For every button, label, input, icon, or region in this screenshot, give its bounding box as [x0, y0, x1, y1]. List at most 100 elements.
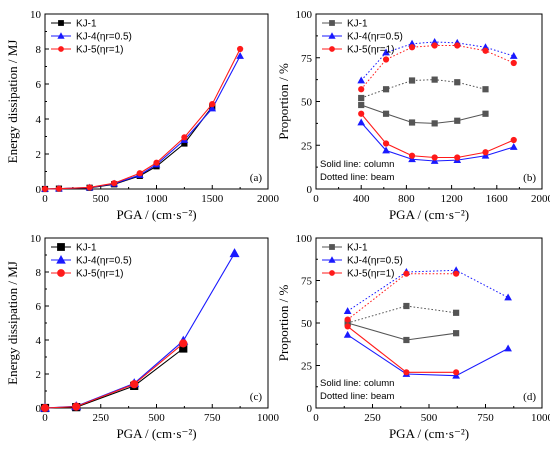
x-tick-label: 800 [398, 193, 415, 205]
data-point [431, 42, 438, 49]
data-point [382, 110, 390, 117]
legend-entry: KJ-1 [347, 243, 368, 254]
legend-entry: KJ-1 [347, 19, 368, 30]
x-tick-label: 400 [353, 193, 370, 205]
series-kj-1 [358, 76, 489, 102]
line-style-note: Dotted line: beam [320, 391, 395, 402]
y-tick-label: 10 [30, 233, 42, 245]
data-point [482, 47, 489, 54]
data-point [130, 380, 139, 389]
series-line [44, 48, 241, 190]
y-tick-label: 4 [36, 335, 42, 347]
data-point [504, 293, 512, 301]
legend: KJ-1 KJ-4(ηr=0.5) KJ-5(ηr=1) [322, 243, 403, 280]
data-point [453, 330, 460, 337]
x-tick-label: 500 [421, 412, 438, 424]
series-line [347, 305, 457, 324]
legend-entry: KJ-5(ηr=1) [347, 45, 395, 56]
series-kj-1 [40, 344, 188, 413]
y-tick-label: 2 [36, 149, 42, 161]
panel-letter: (c) [250, 391, 263, 403]
y-tick-label: 8 [36, 44, 42, 56]
data-point [408, 77, 416, 84]
legend-swatch-marker [57, 269, 65, 277]
legend-entry: KJ-4(ηr=0.5) [76, 32, 132, 43]
y-tick-label: 6 [36, 79, 42, 91]
data-point [382, 146, 390, 154]
data-point [510, 59, 517, 67]
x-tick-label: 500 [93, 193, 110, 205]
legend-entry: KJ-4(ηr=0.5) [347, 32, 403, 43]
data-point [344, 323, 351, 330]
data-point [453, 369, 460, 376]
data-point [343, 330, 352, 338]
y-tick-label: 6 [36, 301, 42, 313]
data-point [72, 402, 81, 411]
data-point [408, 119, 416, 126]
y-tick-label: 50 [301, 97, 313, 109]
legend-swatch-marker [329, 20, 335, 26]
x-tick-label: 0 [42, 193, 48, 205]
chart-panel-b: 0 400 800 1200 1600 2000 0 25 50 75 100 PGA / (cm·s… [276, 9, 550, 222]
x-tick-label: 1600 [486, 193, 509, 205]
series-companion-1 [344, 319, 460, 344]
series-line [347, 325, 457, 373]
data-point [509, 142, 518, 150]
series-line [44, 348, 184, 409]
x-tick-label: 2000 [531, 193, 550, 205]
data-point [358, 86, 365, 93]
data-point [358, 110, 365, 117]
y-tick-label: 75 [301, 276, 313, 288]
y-axis-label: Energy dissipation / MJ [5, 40, 20, 164]
data-point [453, 270, 460, 277]
series-line [361, 104, 486, 124]
chart-panel-d: 0 250 500 750 1000 0 25 50 75 100 PGA / (cm·s⁻²) Pr… [276, 233, 550, 441]
series-line [44, 55, 241, 190]
data-point [481, 151, 490, 159]
data-point [237, 45, 244, 53]
legend-swatch-marker [57, 243, 65, 251]
legend: KJ-1 KJ-4(ηr=0.5) KJ-5(ηr=1) [51, 243, 132, 280]
series-line [347, 334, 509, 377]
data-point [454, 117, 461, 124]
data-point [510, 136, 517, 144]
x-tick-label: 2000 [257, 193, 280, 205]
data-point [382, 140, 390, 147]
data-point [403, 336, 410, 344]
x-tick-label: 500 [148, 412, 165, 424]
series-companion-1 [358, 101, 489, 127]
data-point [504, 344, 512, 352]
x-tick-label: 1000 [146, 193, 169, 205]
x-tick-label: 750 [204, 412, 221, 424]
series-line [44, 342, 184, 409]
data-point [430, 156, 439, 164]
data-point [454, 42, 461, 49]
legend-swatch-marker [329, 46, 335, 52]
x-tick-label: 1200 [441, 193, 464, 205]
x-tick-label: 1000 [257, 412, 280, 424]
panel-letter: (d) [523, 391, 536, 403]
data-point [181, 134, 188, 141]
data-point [86, 184, 93, 191]
legend-swatch-marker [56, 255, 66, 264]
data-point [41, 185, 49, 193]
x-tick-label: 0 [42, 412, 48, 424]
data-point [357, 118, 366, 126]
data-point [403, 270, 410, 277]
data-point [452, 371, 460, 379]
data-point [358, 94, 365, 102]
data-point [357, 76, 366, 84]
data-point [408, 152, 416, 159]
data-point [408, 155, 416, 163]
series-line [44, 253, 236, 409]
y-axis-label: Energy dissipation / MJ [5, 261, 20, 385]
legend-entry: KJ-1 [76, 19, 97, 30]
legend-swatch-marker [329, 244, 335, 250]
x-tick-label: 1000 [531, 412, 550, 424]
data-point [382, 86, 390, 93]
y-tick-label: 0 [36, 403, 42, 415]
legend-entry: KJ-1 [76, 243, 97, 254]
data-point [403, 369, 410, 376]
data-point [482, 149, 489, 156]
y-tick-label: 2 [36, 369, 42, 381]
